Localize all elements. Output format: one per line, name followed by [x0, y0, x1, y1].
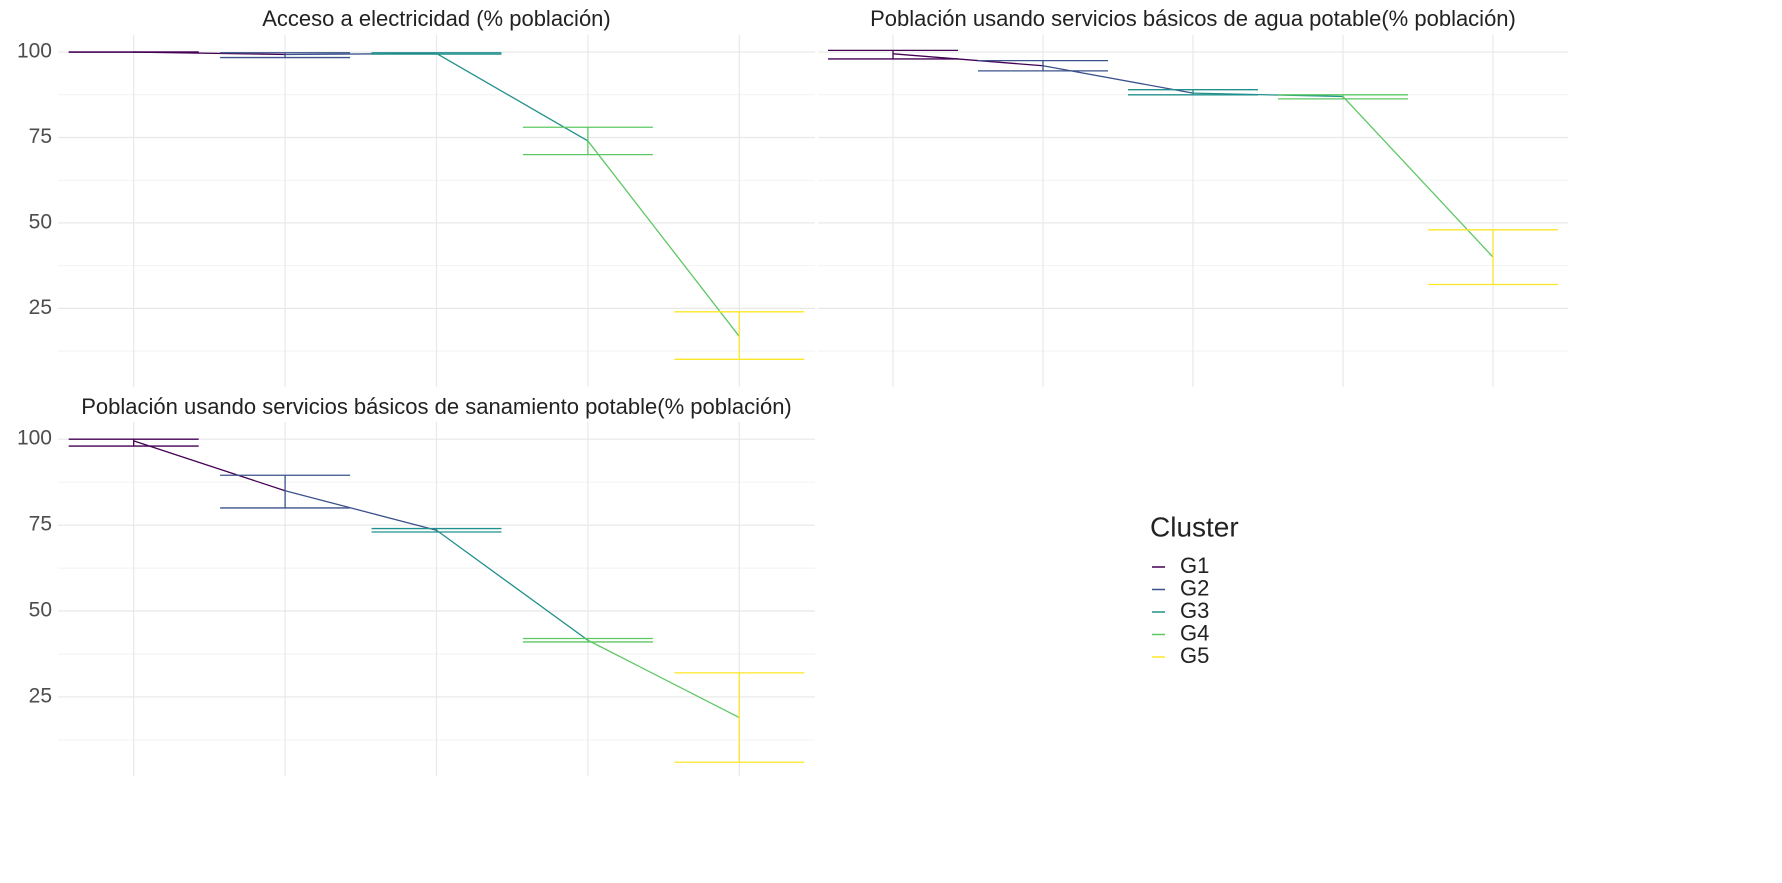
legend-label: G5 — [1180, 643, 1209, 668]
line-segment — [1342, 96, 1494, 258]
chart-title: Acceso a electricidad (% población) — [262, 6, 611, 31]
y-tick-label: 100 — [17, 40, 52, 63]
y-tick-label: 75 — [29, 125, 52, 148]
line-segment — [892, 53, 1044, 67]
chart-title: Población usando servicios básicos de ag… — [870, 6, 1516, 31]
legend-label: G2 — [1180, 575, 1209, 600]
line-segment — [587, 639, 740, 719]
line-segment — [436, 529, 589, 641]
legend-label: G1 — [1180, 553, 1209, 578]
y-tick-label: 50 — [29, 599, 52, 622]
y-tick-label: 25 — [29, 684, 52, 707]
line-segment — [1042, 65, 1194, 94]
line-segment — [436, 52, 589, 142]
y-tick-label: 50 — [29, 211, 52, 234]
legend-label: G3 — [1180, 598, 1209, 623]
line-segment — [1192, 92, 1344, 98]
line-segment — [587, 140, 740, 337]
line-segment — [284, 490, 437, 531]
y-tick-label: 25 — [29, 296, 52, 319]
legend-label: G4 — [1180, 620, 1209, 645]
y-tick-label: 100 — [17, 427, 52, 450]
legend-title: Cluster — [1150, 511, 1239, 542]
y-tick-label: 75 — [29, 513, 52, 536]
chart-title: Población usando servicios básicos de sa… — [81, 394, 792, 419]
line-segment — [133, 440, 286, 492]
